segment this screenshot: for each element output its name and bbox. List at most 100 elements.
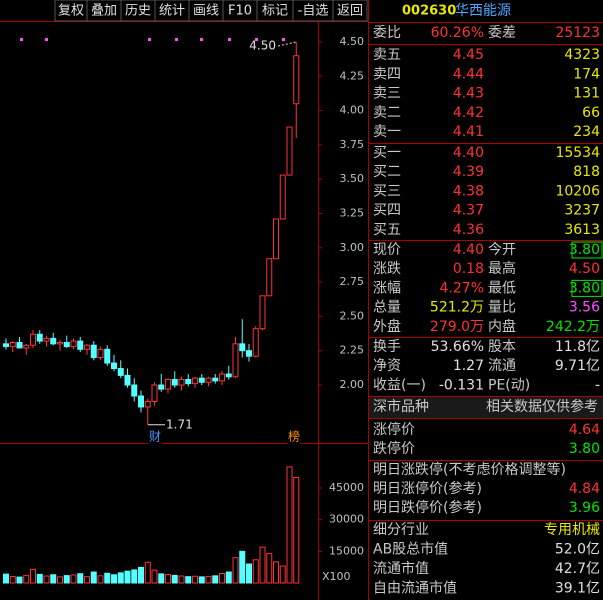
volume-bar (286, 466, 293, 584)
price-tick-label: 3.25 (340, 207, 365, 220)
panel-text: 卖二 (373, 105, 401, 121)
panel-text: PE(动) (488, 377, 530, 393)
volume-bar (43, 575, 50, 584)
panel-text: 42.7亿 (555, 561, 600, 577)
panel-text: 明日跌停价(参考) (373, 499, 482, 516)
panel-text: 委差 (488, 25, 516, 41)
panel-text: 52.0亿 (555, 542, 600, 558)
toolbar-button-label: 历史 (125, 4, 151, 19)
panel-text: 3.80 (569, 441, 600, 457)
panel-text: -0.131 (439, 377, 484, 393)
panel-text: 量比 (488, 300, 516, 316)
panel-text: 买五 (373, 222, 401, 238)
volume-bar (144, 561, 151, 584)
volume-bar (225, 571, 232, 584)
candle-body (131, 384, 138, 397)
volume-bar (219, 573, 225, 584)
value-box (571, 279, 603, 297)
panel-text: 242.2万 (546, 319, 600, 335)
panel-text: 买四 (373, 203, 401, 219)
panel-text: 131 (573, 86, 600, 102)
candle-body (3, 343, 9, 348)
candle-body (36, 333, 43, 342)
volume-bar (124, 570, 131, 584)
panel-text: 4.50 (569, 261, 600, 277)
panel-text: 66 (582, 105, 600, 121)
candle-body (225, 373, 232, 378)
candle-body (124, 374, 131, 386)
panel-text: 234 (573, 124, 600, 140)
volume-bar (138, 566, 144, 584)
toolbar-button[interactable] (332, 0, 368, 22)
candle-body (43, 337, 50, 342)
candle-body (104, 348, 111, 364)
price-tick-label: 4.50 (340, 35, 365, 48)
panel-text: 4.41 (453, 124, 484, 140)
volume-bar (9, 575, 16, 584)
panel-text: 最高 (488, 260, 516, 277)
panel-text: 委比 (373, 25, 401, 41)
candle-body (205, 377, 212, 383)
toolbar-button-label: 画线 (193, 4, 219, 19)
volume-bar (151, 569, 158, 584)
candle-body (252, 328, 259, 357)
candle-body (30, 333, 36, 346)
price-tick-label: 3.75 (340, 138, 365, 151)
volume-bar (178, 575, 185, 584)
panel-text: 4.37 (453, 203, 484, 219)
panel-text: 4.43 (453, 86, 484, 102)
signal-dot (228, 38, 231, 41)
panel-text: 卖四 (373, 66, 401, 82)
volume-bar (90, 571, 97, 584)
candle-body (171, 379, 178, 386)
signal-dot (45, 38, 48, 41)
panel-text: 涨停价 (373, 421, 415, 438)
candle-body (286, 126, 293, 176)
volume-bar (185, 576, 192, 584)
panel-text: 总量 (373, 300, 401, 316)
candle-body (16, 341, 23, 349)
volume-bar (3, 573, 9, 584)
candle-body (63, 341, 70, 348)
volume-bar (259, 546, 266, 584)
candle-body (151, 384, 158, 402)
panel-text: 专用机械 (544, 522, 600, 538)
volume-bar (165, 574, 171, 584)
panel-text: 9.71亿 (555, 358, 600, 374)
candle-body (293, 55, 300, 105)
panel-text: 4.40 (453, 242, 484, 258)
volume-bar (111, 574, 117, 584)
panel-text: 11.8亿 (555, 339, 600, 355)
panel-text: 3613 (564, 222, 600, 238)
volume-bar (293, 476, 300, 584)
candle-body (212, 377, 219, 382)
volume-bar (70, 574, 77, 584)
volume-tick-label: 15000 (329, 544, 364, 557)
panel-text: 内盘 (488, 318, 516, 335)
panel-text: 4.40 (453, 145, 484, 161)
panel-text: 卖三 (373, 86, 401, 102)
panel-text: 相关数据仅供参考 (486, 398, 598, 415)
price-tick-label: 2.00 (340, 378, 365, 391)
signal-dot (200, 38, 203, 41)
panel-text: 涨幅 (373, 280, 401, 296)
volume-bar (63, 575, 70, 584)
volume-unit: X100 (322, 570, 351, 583)
toolbar-button-label: 叠加 (91, 4, 117, 19)
panel-text: 3.80 (569, 242, 600, 258)
panel-text: 最低 (488, 280, 516, 296)
candle-body (219, 373, 225, 382)
panel-text: 53.66% (431, 339, 484, 355)
signal-dot (20, 38, 23, 41)
panel-text: - (595, 377, 600, 393)
panel-text: 25123 (555, 25, 600, 41)
panel-text: 174 (573, 66, 600, 82)
toolbar-button-label: 统计 (159, 4, 185, 19)
panel-text: 60.26% (431, 25, 484, 41)
marker-box (148, 430, 162, 444)
stock-name: 华西能源 (455, 3, 511, 19)
panel-text: 流通 (488, 358, 516, 374)
volume-bar (77, 573, 84, 584)
candle-body (138, 395, 144, 408)
